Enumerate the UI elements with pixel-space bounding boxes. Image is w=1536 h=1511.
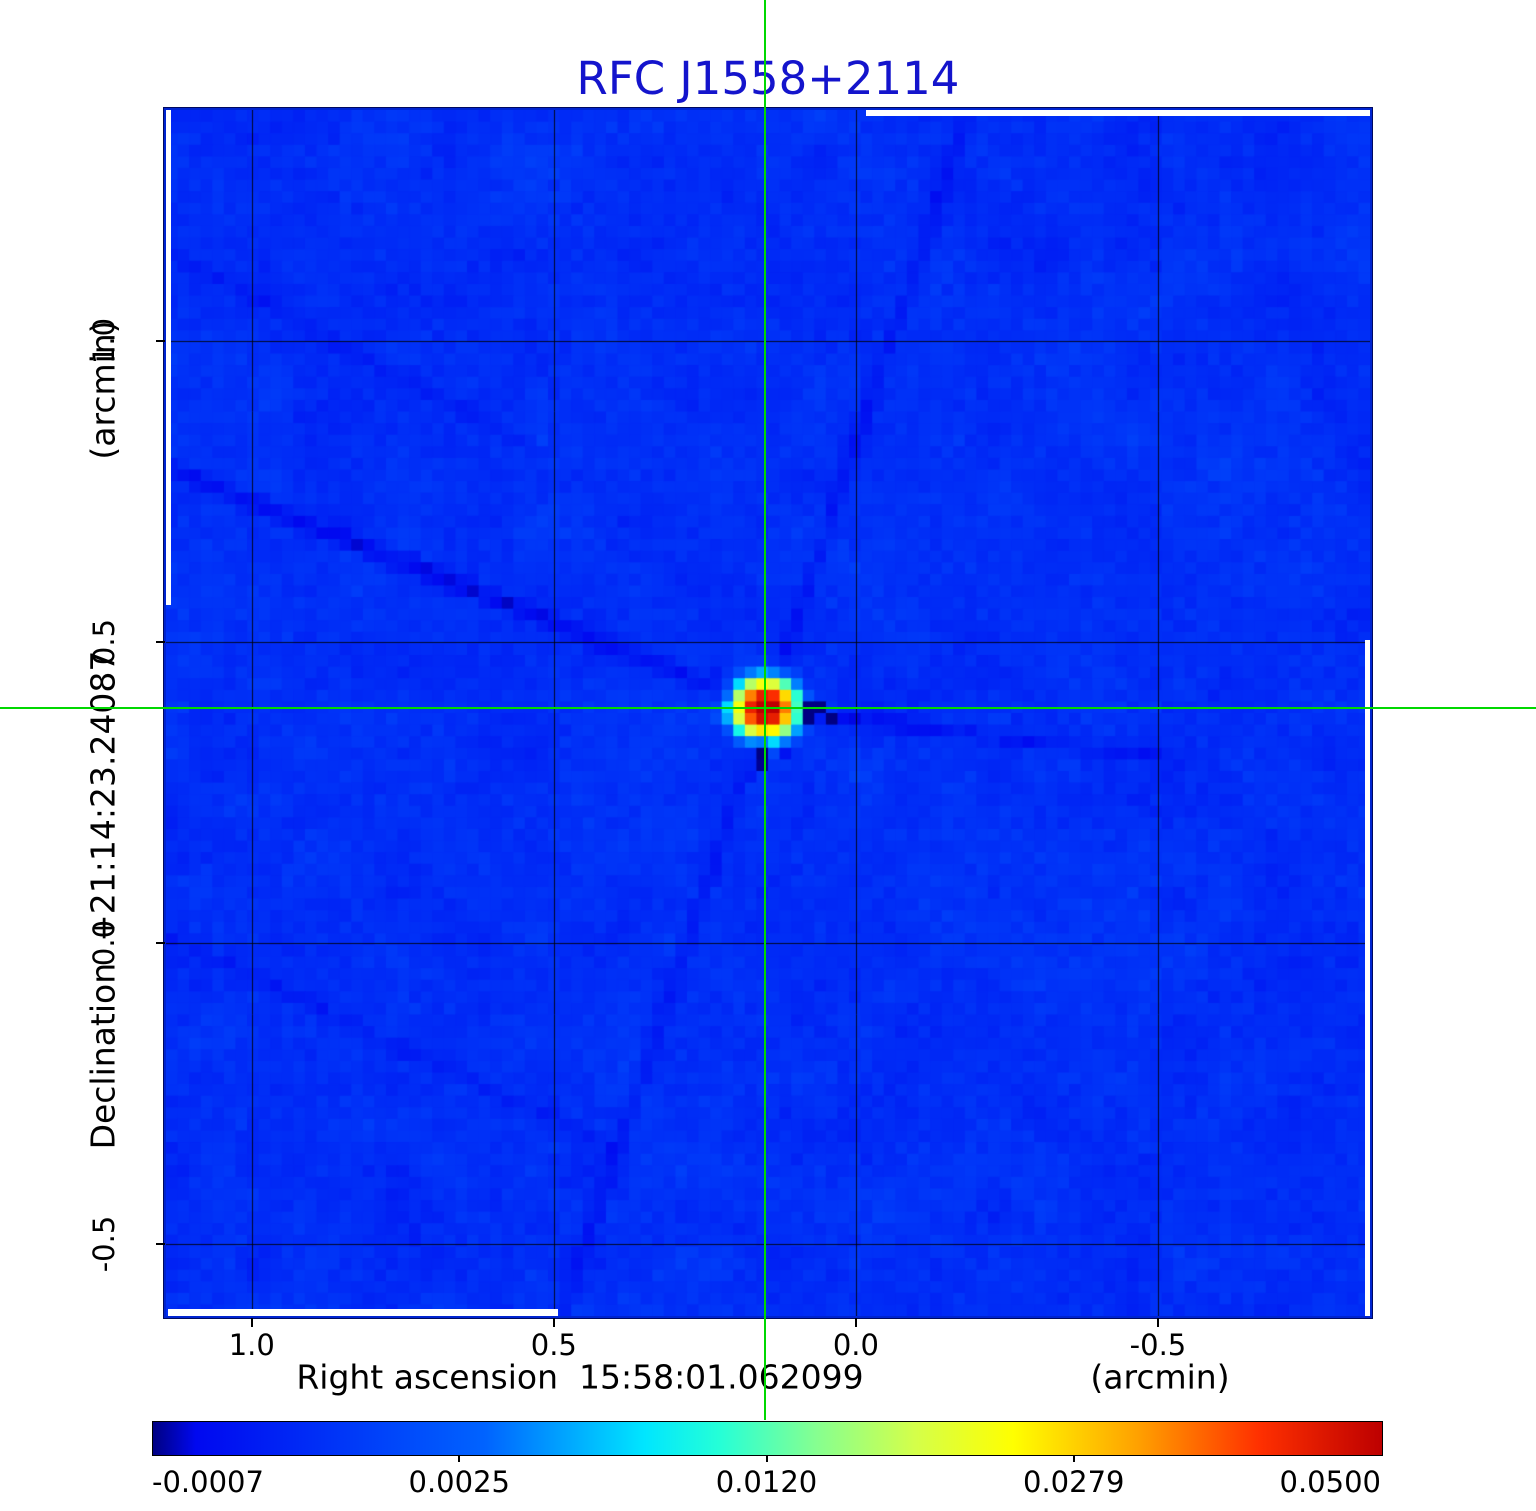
y-tick-label: 0.5	[87, 618, 121, 666]
x-axis-tick-mark	[1156, 1318, 1159, 1327]
y-axis-label: Declination +21:14:23.24087	[83, 650, 123, 1150]
y-tick-label: -0.5	[87, 1215, 121, 1273]
image-edge-gap-top	[866, 110, 1370, 116]
x-tick-label: 1.0	[228, 1328, 275, 1362]
colorbar-tick-mark	[1072, 1455, 1075, 1462]
x-axis-tick-mark	[250, 1318, 253, 1327]
colorbar-tick-label: 0.0279	[1023, 1465, 1125, 1499]
crosshair-horizontal-line	[0, 707, 1536, 709]
x-tick-label: -0.5	[1129, 1328, 1187, 1362]
colorbar-tick-mark	[765, 1455, 768, 1462]
page-title: RFC J1558+2114	[576, 52, 960, 105]
y-axis-tick-mark	[156, 640, 165, 643]
image-edge-gap-right	[1365, 640, 1370, 1316]
y-tick-label: 1.0	[87, 318, 121, 365]
x-axis-tick-mark	[552, 1318, 555, 1327]
x-tick-label: 0.5	[530, 1328, 577, 1362]
x-axis-label: Right ascension 15:58:01.062099	[296, 1357, 864, 1397]
colorbar-tick-mark	[458, 1455, 461, 1462]
colorbar-tick-label: 0.0025	[408, 1465, 510, 1499]
map-plot-area	[164, 108, 1372, 1318]
colorbar-tick-label: 0.0500	[1279, 1465, 1381, 1499]
colorbar-tick-label: 0.0120	[715, 1465, 818, 1499]
x-axis-unit-label: (arcmin)	[1090, 1357, 1230, 1397]
image-edge-gap-left	[166, 110, 171, 605]
x-axis-tick-mark	[854, 1318, 857, 1327]
colorbar	[152, 1421, 1383, 1456]
colorbar-tick-label: -0.0007	[152, 1465, 264, 1499]
radio-map-canvas[interactable]	[166, 110, 1370, 1316]
y-axis-tick-mark	[156, 340, 165, 343]
crosshair-vertical-line	[764, 0, 766, 1420]
x-tick-label: 0.0	[832, 1328, 879, 1362]
y-axis-tick-mark	[156, 1242, 165, 1245]
image-edge-gap-bottom	[168, 1309, 558, 1316]
y-axis-tick-mark	[156, 941, 165, 944]
y-tick-label: 0.0	[87, 919, 121, 966]
